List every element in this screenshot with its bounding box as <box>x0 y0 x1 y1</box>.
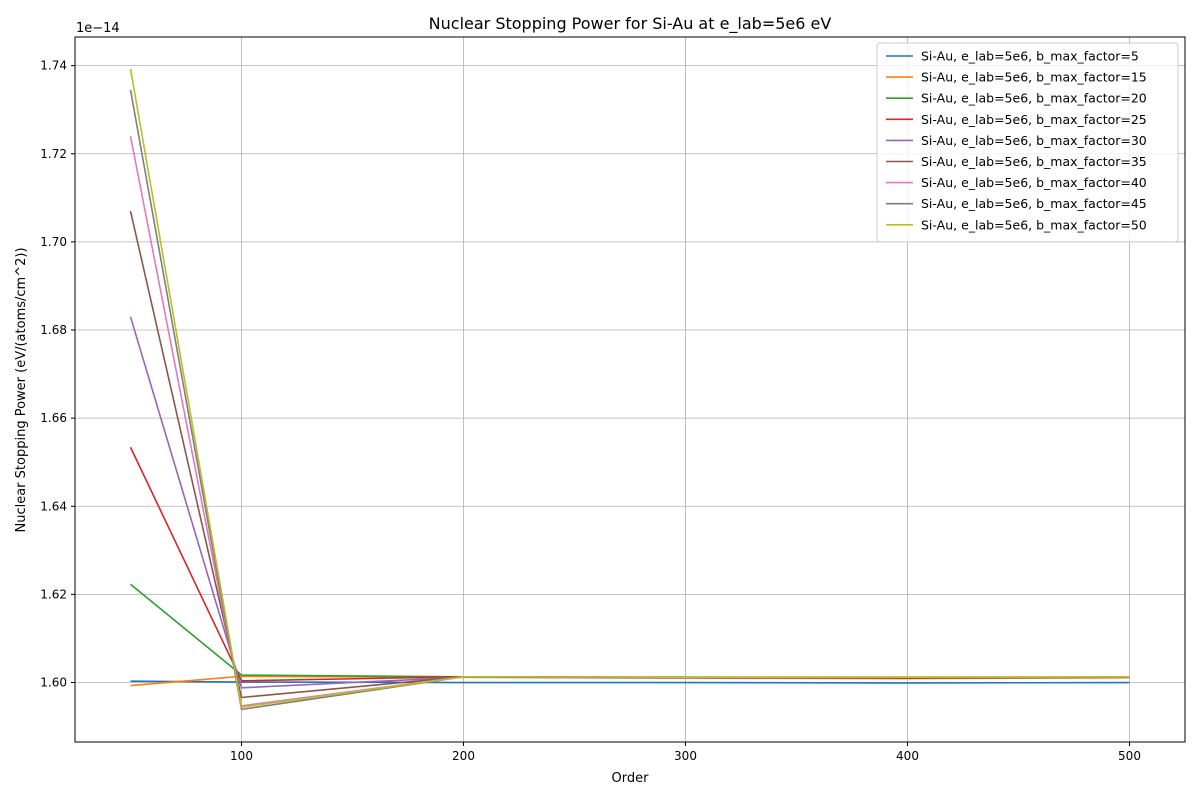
y-tick-label: 1.70 <box>40 235 67 249</box>
legend-label: Si-Au, e_lab=5e6, b_max_factor=35 <box>921 154 1147 169</box>
y-axis-label: Nuclear Stopping Power (eV/(atoms/cm^2)) <box>14 247 29 532</box>
legend-label: Si-Au, e_lab=5e6, b_max_factor=25 <box>921 112 1147 127</box>
x-tick-label: 500 <box>1118 749 1141 763</box>
x-tick-label: 300 <box>674 749 697 763</box>
legend-label: Si-Au, e_lab=5e6, b_max_factor=50 <box>921 217 1147 232</box>
y-tick-label: 1.64 <box>40 499 67 513</box>
legend-label: Si-Au, e_lab=5e6, b_max_factor=5 <box>921 49 1139 64</box>
series-line-9 <box>129 68 1130 708</box>
y-axis-offset-label: 1e−14 <box>76 21 120 36</box>
x-tick-label: 100 <box>230 749 253 763</box>
legend-label: Si-Au, e_lab=5e6, b_max_factor=30 <box>921 133 1147 148</box>
legend-label: Si-Au, e_lab=5e6, b_max_factor=45 <box>921 196 1147 211</box>
y-tick-label: 1.62 <box>40 587 67 601</box>
series-lines <box>129 68 1130 711</box>
y-tick-label: 1.66 <box>40 411 67 425</box>
x-tick-label: 400 <box>896 749 919 763</box>
legend-label: Si-Au, e_lab=5e6, b_max_factor=15 <box>921 70 1147 85</box>
y-tick-label: 1.74 <box>40 59 67 73</box>
legend-label: Si-Au, e_lab=5e6, b_max_factor=20 <box>921 91 1147 106</box>
legend-label: Si-Au, e_lab=5e6, b_max_factor=40 <box>921 175 1147 190</box>
axes: 100 200 300 400 500 1.60 1.62 1.64 1.66 1.68 1.70 1… <box>40 59 1141 763</box>
chart-title: Nuclear Stopping Power for Si-Au at e_la… <box>429 14 832 34</box>
y-tick-label: 1.72 <box>40 147 67 161</box>
legend: Si-Au, e_lab=5e6, b_max_factor=5 Si-Au, e… <box>876 42 1179 243</box>
series-line-1 <box>130 680 1130 684</box>
y-tick-label: 1.68 <box>40 323 67 337</box>
x-tick-label: 200 <box>452 749 475 763</box>
x-axis-label: Order <box>612 771 650 786</box>
plot-frame <box>74 36 1186 743</box>
y-tick-label: 1.60 <box>40 676 67 690</box>
legend-box <box>876 42 1179 243</box>
